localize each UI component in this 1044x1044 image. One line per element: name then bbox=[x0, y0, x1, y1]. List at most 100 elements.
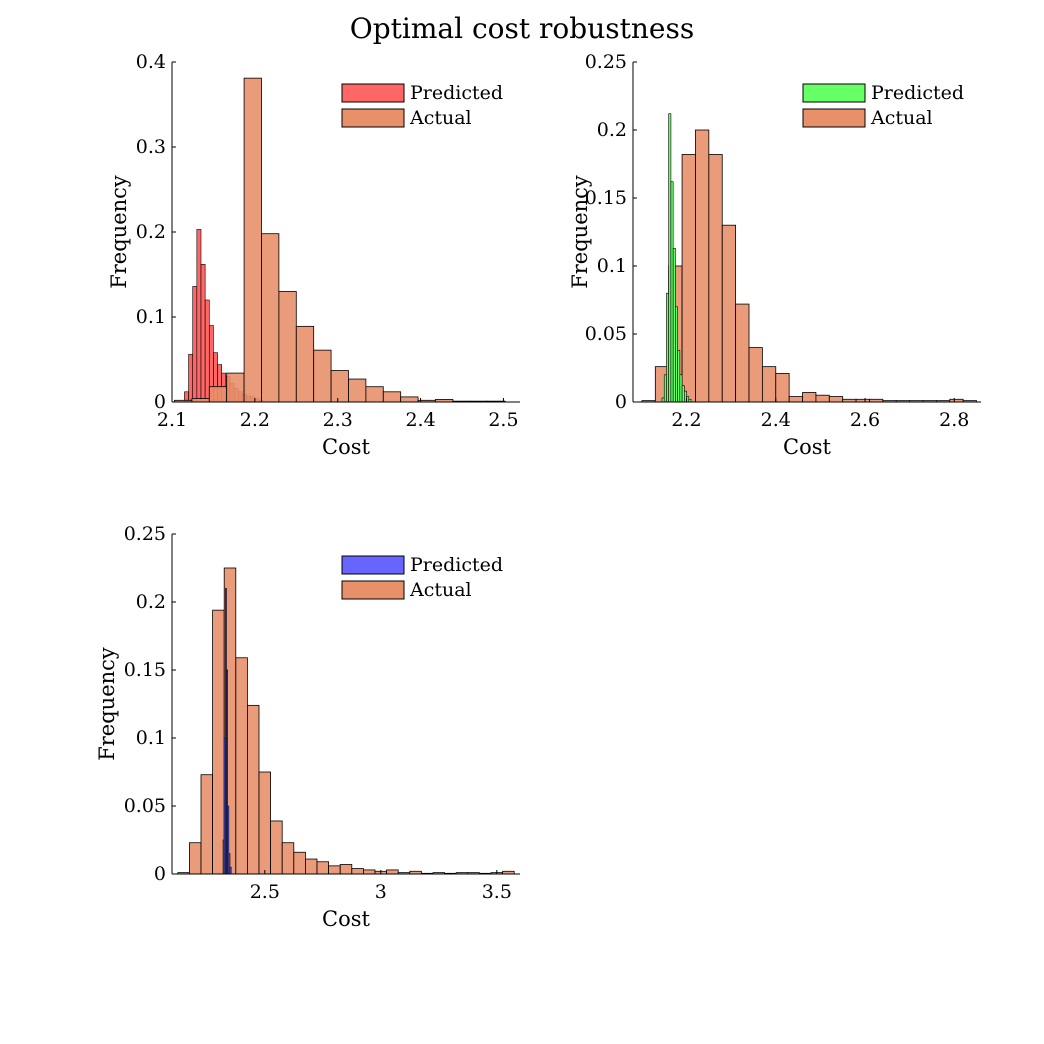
histogram-bar bbox=[229, 866, 232, 875]
legend-label: Actual bbox=[409, 107, 472, 129]
y-axis-label: Frequency bbox=[568, 175, 592, 289]
y-tick-label: 0.1 bbox=[597, 255, 627, 277]
legend-label: Predicted bbox=[871, 82, 964, 104]
x-tick-label: 2.1 bbox=[157, 409, 187, 431]
x-tick-label: 2.2 bbox=[671, 409, 701, 431]
histogram-bar bbox=[313, 349, 332, 403]
y-axis-label: Frequency bbox=[95, 647, 119, 761]
legend-swatch bbox=[341, 555, 405, 575]
histogram-bar bbox=[681, 385, 685, 403]
y-tick-label: 0.1 bbox=[136, 727, 166, 749]
x-tick-label: 2.6 bbox=[850, 409, 880, 431]
y-axis-label: Frequency bbox=[107, 175, 131, 289]
series-actual bbox=[641, 129, 977, 403]
histogram-bar bbox=[191, 398, 210, 403]
x-tick-label: 2.3 bbox=[323, 409, 353, 431]
histogram-bar bbox=[721, 224, 737, 403]
legend: Predicted Actual bbox=[341, 82, 503, 129]
histogram-bar bbox=[400, 396, 419, 403]
histogram-bar bbox=[802, 392, 817, 403]
histogram-bar bbox=[235, 657, 248, 875]
histogram-bar bbox=[293, 851, 306, 875]
histogram-bar bbox=[281, 842, 295, 875]
legend-swatch bbox=[341, 580, 405, 600]
x-axis-label: Cost bbox=[322, 907, 370, 931]
y-tick-label: 0.3 bbox=[136, 136, 166, 158]
y-tick-label: 0.2 bbox=[136, 591, 166, 613]
histogram-bar bbox=[748, 347, 763, 403]
histogram-bar bbox=[386, 869, 399, 875]
y-tick-label: 0.1 bbox=[136, 306, 166, 328]
histogram-bar bbox=[679, 374, 683, 403]
chart-panel-1: 2.1 2.2 2.3 2.4 2.5 0 0.1 0.2 0.3 0.4 Cost Frequenc… bbox=[107, 51, 520, 459]
histogram-bar bbox=[708, 154, 723, 403]
histogram-bar bbox=[775, 373, 790, 403]
legend: Predicted Actual bbox=[341, 554, 503, 601]
histogram-bar bbox=[192, 286, 198, 403]
chart-panel-3: 2.5 3 3.5 0 0.05 0.1 0.15 0.2 0.25 Cost Frequency P… bbox=[95, 523, 520, 931]
legend-swatch bbox=[341, 83, 405, 103]
legend-label: Predicted bbox=[410, 82, 503, 104]
histogram-bar bbox=[695, 129, 710, 403]
histogram-bar bbox=[362, 869, 376, 875]
histogram-bar bbox=[365, 386, 384, 403]
y-tick-label: 0.25 bbox=[585, 51, 627, 73]
y-tick-label: 0 bbox=[154, 391, 166, 413]
histogram-bar bbox=[761, 366, 777, 403]
histogram-bar bbox=[200, 774, 213, 875]
histogram-bar bbox=[243, 77, 262, 403]
histogram-bar bbox=[208, 386, 228, 403]
histogram-bar bbox=[351, 868, 364, 875]
legend: Predicted Actual bbox=[802, 82, 964, 129]
y-tick-label: 0 bbox=[615, 391, 627, 413]
y-tick-label: 0.05 bbox=[585, 323, 627, 345]
histogram-bar bbox=[675, 306, 678, 403]
histogram-bar bbox=[666, 292, 669, 403]
histogram-bar bbox=[328, 865, 341, 875]
histogram-bar bbox=[348, 378, 367, 403]
histogram-bar bbox=[815, 394, 830, 403]
x-tick-label: 2.4 bbox=[405, 409, 435, 431]
histogram-bar bbox=[204, 299, 210, 403]
histogram-bar bbox=[304, 858, 318, 875]
histogram-bar bbox=[735, 303, 750, 403]
histogram-bar bbox=[200, 263, 206, 403]
x-tick-label: 2.2 bbox=[240, 409, 270, 431]
x-tick-label: 2.4 bbox=[761, 409, 791, 431]
histogram-bar bbox=[258, 771, 271, 875]
y-tick-label: 0.15 bbox=[124, 659, 166, 681]
histogram-bar bbox=[196, 229, 202, 403]
y-tick-label: 0.4 bbox=[136, 51, 166, 73]
histogram-bar bbox=[295, 325, 315, 403]
x-tick-label: 2.8 bbox=[939, 409, 969, 431]
histogram-bar bbox=[672, 248, 676, 403]
legend-swatch bbox=[341, 108, 405, 128]
x-tick-label: 2.5 bbox=[250, 881, 280, 903]
histogram-bar bbox=[339, 864, 353, 875]
y-tick-label: 0.2 bbox=[597, 119, 627, 141]
legend-label: Actual bbox=[409, 579, 472, 601]
x-tick-label: 3.5 bbox=[482, 881, 512, 903]
histogram-bar bbox=[668, 113, 672, 403]
histogram-bar bbox=[212, 609, 225, 875]
legend-swatch bbox=[802, 83, 866, 103]
y-tick-label: 0.15 bbox=[585, 187, 627, 209]
histogram-bar bbox=[661, 397, 665, 403]
histogram-bar bbox=[261, 233, 280, 403]
histogram-bar bbox=[330, 370, 349, 403]
histogram-bar bbox=[246, 704, 260, 875]
histogram-bar bbox=[788, 396, 803, 403]
histogram-bar bbox=[828, 396, 844, 403]
histogram-bar bbox=[226, 372, 245, 403]
histogram-bar bbox=[663, 374, 667, 403]
legend-label: Actual bbox=[870, 107, 933, 129]
y-tick-label: 0.2 bbox=[136, 221, 166, 243]
x-tick-label: 3 bbox=[375, 881, 387, 903]
y-tick-label: 0 bbox=[154, 863, 166, 885]
chart-panel-2: 2.2 2.4 2.6 2.8 0 0.05 0.1 0.15 0.2 0.25 Cost Frequ… bbox=[568, 51, 981, 459]
histogram-bar bbox=[382, 391, 402, 403]
x-axis-label: Cost bbox=[783, 435, 831, 459]
y-tick-label: 0.25 bbox=[124, 523, 166, 545]
x-axis-label: Cost bbox=[322, 435, 370, 459]
histogram-bar bbox=[270, 820, 283, 875]
